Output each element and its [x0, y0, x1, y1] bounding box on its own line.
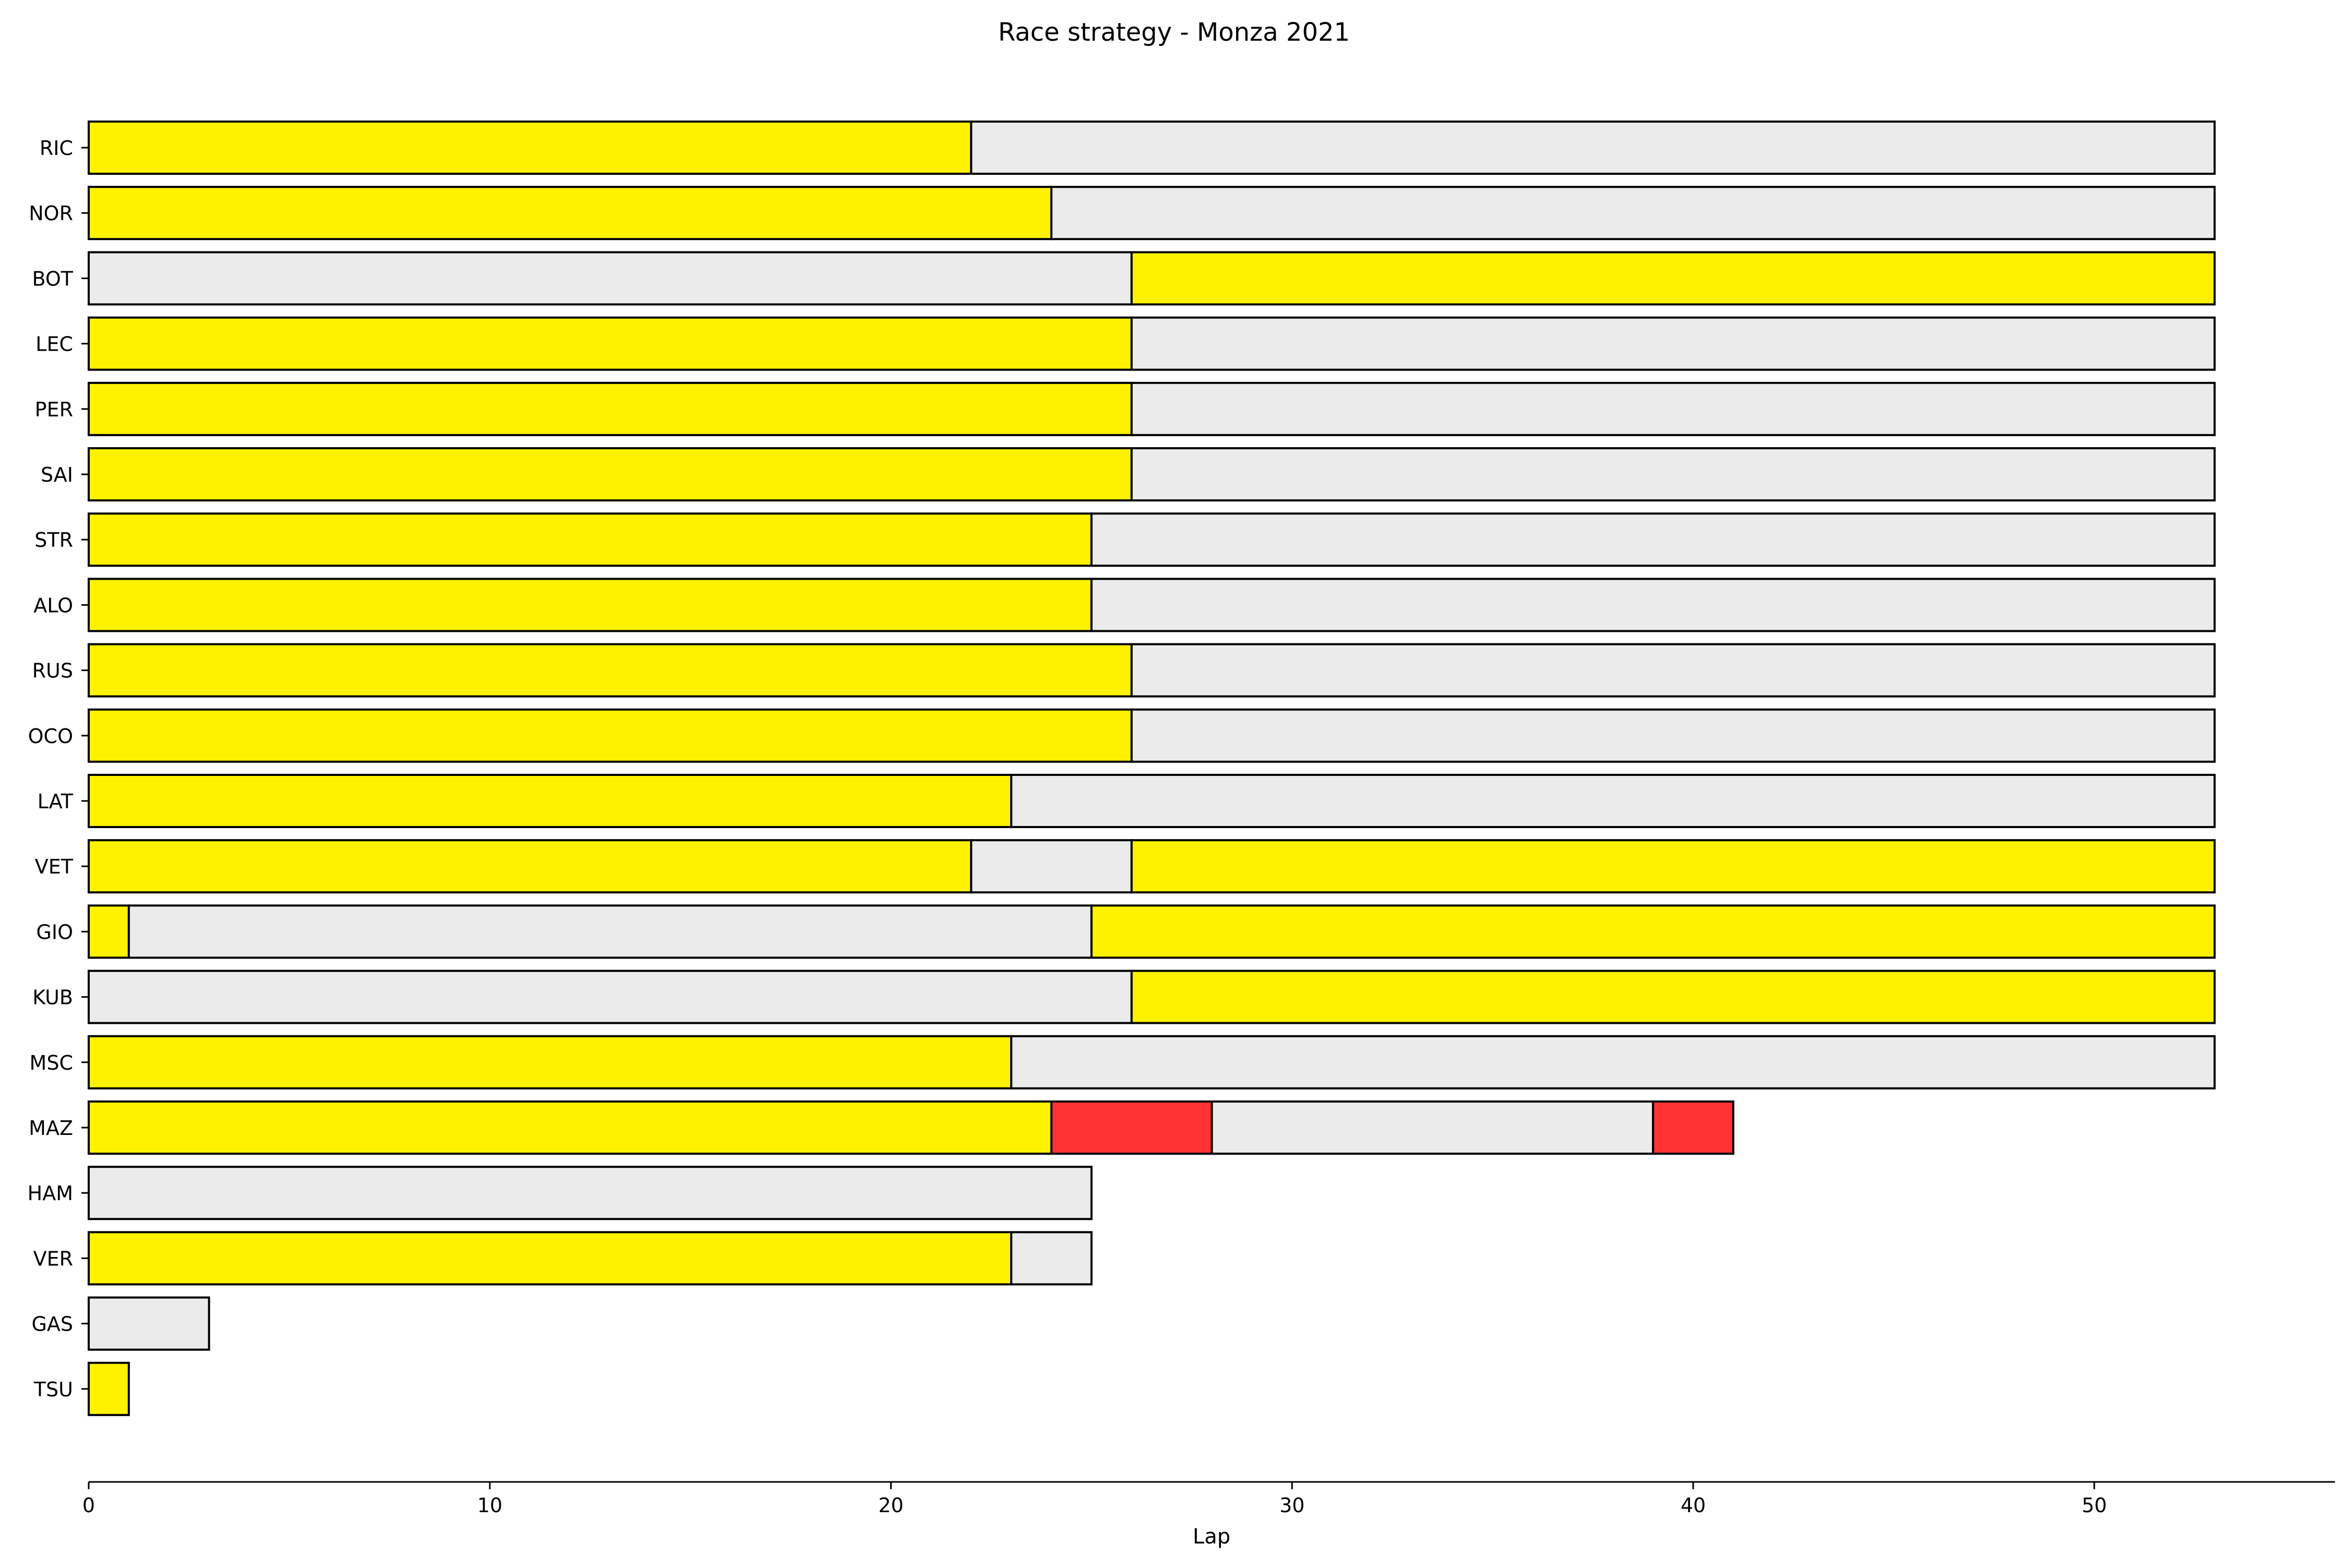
stint-bar-str-2 — [1090, 512, 2216, 567]
y-tick-label-vet: VET — [35, 855, 74, 878]
y-tick-label-ver: VER — [33, 1247, 73, 1270]
bars-layer — [88, 121, 2216, 1416]
stint-bar-gio-2 — [127, 904, 1093, 959]
y-tick-label-lec: LEC — [35, 333, 73, 356]
stint-bar-rus-2 — [1130, 643, 2216, 698]
y-axis: RIC NOR BOT LEC PER SAI STR ALO RUS OCO LAT VET GIO K… — [28, 137, 89, 1401]
stint-bar-ric-1 — [88, 121, 973, 175]
stint-bar-lat-2 — [1010, 774, 2216, 828]
stint-bar-alo-2 — [1090, 578, 2216, 632]
y-tick-label-bot: BOT — [32, 267, 73, 290]
x-tick-label: 10 — [477, 1494, 502, 1517]
stint-bar-kub-1 — [88, 969, 1133, 1024]
stint-bar-maz-2 — [1050, 1100, 1213, 1155]
stint-bar-msc-1 — [88, 1035, 1013, 1090]
stint-bar-sai-2 — [1130, 447, 2216, 501]
x-tick-label: 40 — [1681, 1494, 1706, 1517]
y-tick-label-rus: RUS — [32, 660, 73, 683]
stint-bar-kub-2 — [1130, 969, 2216, 1024]
y-tick-label-gas: GAS — [31, 1313, 73, 1336]
x-axis-label: Lap — [1193, 1525, 1230, 1549]
stint-bar-lec-2 — [1130, 316, 2216, 371]
stint-bar-per-1 — [88, 381, 1133, 436]
x-axis: 0 10 20 30 40 50 — [82, 1481, 2335, 1517]
stint-bar-str-1 — [88, 512, 1093, 567]
y-tick-label-sai: SAI — [41, 463, 73, 486]
x-tick-label: 50 — [2082, 1494, 2107, 1517]
stint-bar-bot-1 — [88, 251, 1133, 306]
stint-bar-ric-2 — [970, 121, 2216, 175]
stint-bar-maz-1 — [88, 1100, 1052, 1155]
stint-bar-rus-1 — [88, 643, 1133, 698]
stint-bar-tsu-1 — [88, 1361, 130, 1416]
y-tick-label-msc: MSC — [30, 1051, 73, 1074]
y-tick-label-oco: OCO — [28, 725, 73, 748]
stint-bar-msc-2 — [1010, 1035, 2216, 1090]
y-tick-label-lat: LAT — [38, 790, 74, 813]
y-tick-label-maz: MAZ — [29, 1117, 73, 1140]
stint-bar-ham-1 — [88, 1166, 1093, 1220]
y-tick-label-kub: KUB — [32, 986, 73, 1009]
stint-bar-bot-2 — [1130, 251, 2216, 306]
y-tick-label-tsu: TSU — [33, 1378, 73, 1401]
stint-bar-vet-2 — [970, 839, 1133, 894]
stint-bar-alo-1 — [88, 578, 1093, 632]
stint-bar-maz-4 — [1652, 1100, 1734, 1155]
stint-bar-maz-3 — [1211, 1100, 1655, 1155]
stint-bar-gio-1 — [88, 904, 130, 959]
x-tick-label: 30 — [1279, 1494, 1304, 1517]
y-tick-label-gio: GIO — [36, 920, 73, 943]
y-tick-label-per: PER — [35, 398, 73, 421]
stint-bar-vet-1 — [88, 839, 973, 894]
y-tick-label-ham: HAM — [28, 1182, 73, 1205]
stint-bar-sai-1 — [88, 447, 1133, 501]
y-tick-label-str: STR — [34, 529, 73, 552]
y-tick-label-nor: NOR — [29, 202, 73, 225]
stint-bar-oco-1 — [88, 708, 1133, 763]
stint-bar-gio-3 — [1090, 904, 2216, 959]
stint-bar-nor-2 — [1050, 186, 2216, 241]
y-tick-label-alo: ALO — [33, 594, 73, 617]
stint-bar-nor-1 — [88, 186, 1052, 241]
stint-bar-gas-1 — [88, 1296, 210, 1351]
y-tick-label-ric: RIC — [40, 137, 73, 160]
stint-bar-ver-2 — [1010, 1231, 1093, 1286]
stint-bar-vet-3 — [1130, 839, 2216, 894]
x-tick-label: 20 — [878, 1494, 903, 1517]
x-tick-label: 0 — [82, 1494, 95, 1517]
stint-bar-lec-1 — [88, 316, 1133, 371]
stint-bar-per-2 — [1130, 381, 2216, 436]
stint-bar-ver-1 — [88, 1231, 1013, 1286]
stint-bar-lat-1 — [88, 774, 1013, 828]
chart-title: Race strategy - Monza 2021 — [998, 18, 1350, 47]
stint-bar-oco-2 — [1130, 708, 2216, 763]
